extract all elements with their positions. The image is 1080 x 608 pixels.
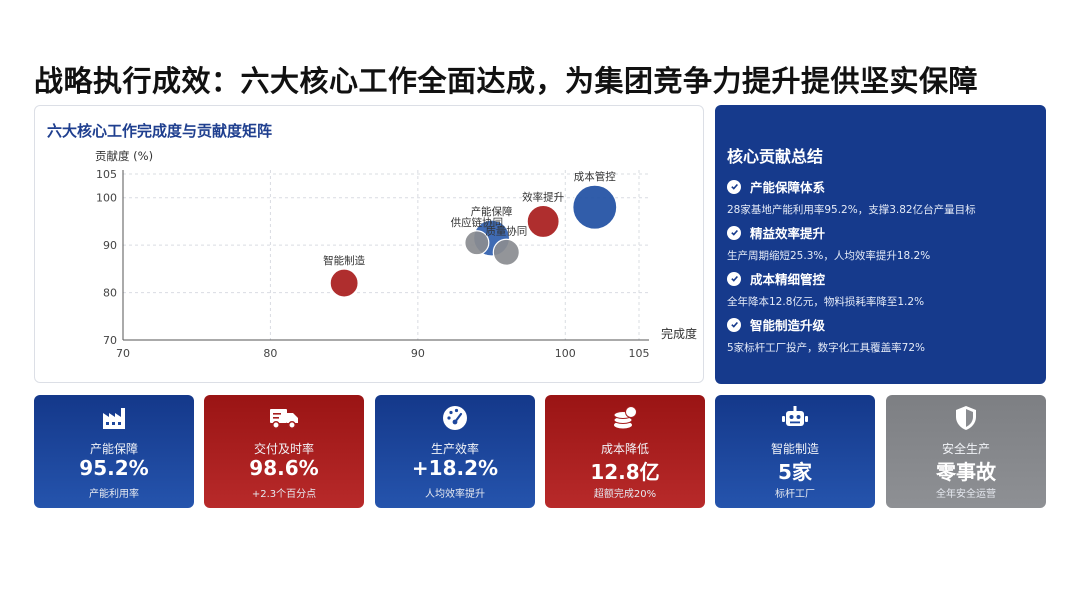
y-tick-label: 70	[103, 334, 117, 347]
kpi-value: 零事故	[936, 460, 996, 484]
robot-icon	[715, 405, 875, 431]
bubble-label: 智能制造	[323, 254, 365, 267]
x-tick-label: 70	[116, 347, 130, 360]
y-tick-label: 90	[103, 239, 117, 252]
kpi-value: 98.6%	[249, 456, 319, 480]
bubble-point	[329, 268, 359, 298]
kpi-card-delivery: 交付及时率 98.6% +2.3个百分点	[204, 395, 364, 508]
summary-item-head: 产能保障体系	[750, 180, 826, 195]
x-axis-label: 完成度	[661, 326, 697, 341]
kpi-sub: 标杆工厂	[775, 489, 815, 500]
kpi-label: 安全生产	[941, 442, 990, 456]
y-tick-label: 100	[96, 192, 117, 205]
kpi-sub: +2.3个百分点	[251, 489, 317, 500]
check-circle-icon	[727, 179, 741, 194]
kpi-sub: 超额完成20%	[593, 489, 657, 500]
check-circle-icon	[727, 317, 741, 332]
check-circle-icon	[727, 271, 741, 286]
y-tick-label: 80	[103, 287, 117, 300]
coins-icon	[545, 405, 705, 431]
factory-icon	[34, 405, 194, 431]
kpi-label: 交付及时率	[253, 442, 314, 456]
kpi-value: 5家	[778, 460, 812, 484]
x-tick-label: 90	[411, 347, 425, 360]
bubble-label: 产能保障	[471, 205, 513, 218]
kpi-value: 12.8亿	[590, 460, 660, 484]
summary-item: 产能保障体系 28家基地产能利用率95.2%，支撑3.82亿台产量目标	[727, 177, 1042, 217]
summary-item-desc: 生产周期缩短25.3%，人均效率提升18.2%	[727, 250, 931, 262]
summary-item-head: 精益效率提升	[750, 226, 826, 241]
summary-item-desc: 5家标杆工厂投产，数字化工具覆盖率72%	[727, 342, 926, 354]
summary-item-head: 成本精细管控	[750, 272, 826, 287]
bubble-point	[464, 230, 490, 256]
summary-item: 成本精细管控 全年降本12.8亿元，物料损耗率降至1.2%	[727, 269, 1042, 309]
kpi-label: 成本降低	[600, 442, 649, 456]
kpi-value: 95.2%	[79, 456, 149, 480]
kpi-card-cost: 成本降低 12.8亿 超额完成20%	[545, 395, 705, 508]
x-tick-label: 80	[263, 347, 277, 360]
summary-item-head: 智能制造升级	[750, 318, 826, 333]
bubble-label: 供应链协同	[451, 216, 504, 229]
kpi-sub: 产能利用率	[89, 489, 139, 500]
bubble-label: 质量协同	[485, 224, 527, 237]
kpi-label: 生产效率	[430, 442, 479, 456]
summary-item-desc: 28家基地产能利用率95.2%，支撑3.82亿台产量目标	[727, 204, 976, 216]
truck-icon	[204, 405, 364, 431]
kpi-label: 智能制造	[770, 442, 819, 456]
bubble-chart-card: 六大核心工作完成度与贡献度矩阵 70 80 90 100 105 70 80 90 100 105…	[34, 105, 704, 383]
x-tick-label: 105	[629, 347, 650, 360]
y-axis-label: 贡献度 (%)	[95, 149, 153, 163]
x-tick-label: 100	[555, 347, 576, 360]
bubble-point	[572, 184, 618, 230]
y-tick-label: 105	[96, 168, 117, 181]
summary-item: 精益效率提升 生产周期缩短25.3%，人均效率提升18.2%	[727, 223, 1042, 263]
kpi-sub: 全年安全运营	[936, 489, 996, 500]
summary-item: 智能制造升级 5家标杆工厂投产，数字化工具覆盖率72%	[727, 315, 1042, 355]
kpi-label: 产能保障	[89, 442, 138, 456]
kpi-sub: 人均效率提升	[425, 489, 485, 500]
kpi-card-capacity: 产能保障 95.2% 产能利用率	[34, 395, 194, 508]
bubble-label: 成本管控	[574, 170, 616, 183]
summary-card: 核心贡献总结 产能保障体系 28家基地产能利用率95.2%，支撑3.82亿台产量…	[715, 105, 1046, 384]
kpi-card-efficiency: 生产效率 +18.2% 人均效率提升	[375, 395, 535, 508]
page-title: 战略执行成效：六大核心工作全面达成，为集团竞争力提升提供坚实保障	[34, 64, 979, 98]
shield-icon	[886, 405, 1046, 431]
check-circle-icon	[727, 225, 741, 240]
kpi-card-smart-manufacturing: 智能制造 5家 标杆工厂	[715, 395, 875, 508]
kpi-card-safety: 安全生产 零事故 全年安全运营	[886, 395, 1046, 508]
bubble-chart: 70 80 90 100 105 70 80 90 100 105 贡献度 (%) 完成度 智能制造 供应…	[95, 149, 697, 360]
bubble-point	[492, 238, 520, 266]
kpi-value: +18.2%	[411, 456, 499, 480]
summary-title: 核心贡献总结	[727, 147, 824, 166]
gauge-icon	[375, 405, 535, 431]
summary-item-desc: 全年降本12.8亿元，物料损耗率降至1.2%	[727, 296, 925, 308]
bubble-point	[526, 204, 560, 239]
chart-title: 六大核心工作完成度与贡献度矩阵	[47, 122, 273, 140]
bubble-label: 效率提升	[522, 190, 564, 203]
